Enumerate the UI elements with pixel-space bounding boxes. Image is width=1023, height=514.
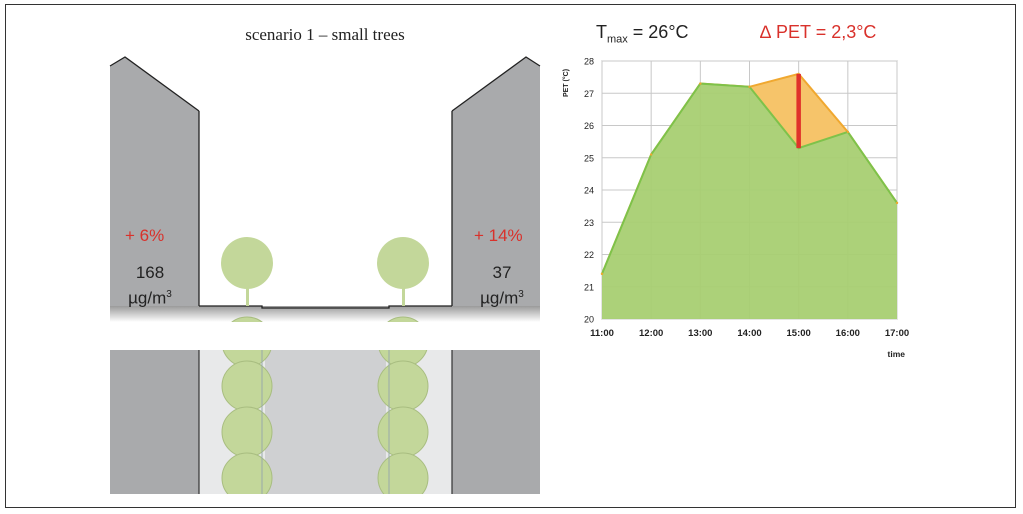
plan-left-building: [110, 350, 199, 494]
left-change-percent: + 6%: [125, 226, 165, 245]
ground-shadow: [110, 306, 540, 322]
y-tick-label: 27: [584, 89, 594, 99]
series-2-point: [748, 85, 751, 88]
plan-roadway: [265, 350, 386, 494]
x-tick-label: 13:00: [688, 328, 712, 339]
y-tick-label: 25: [584, 153, 594, 163]
left-concentration-value: 168: [135, 263, 165, 282]
x-axis-label: time: [888, 349, 906, 359]
series-2-point: [846, 130, 850, 134]
tree-right: [377, 237, 429, 306]
y-tick-label: 24: [584, 186, 594, 196]
x-tick-label: 15:00: [787, 328, 811, 339]
tmax-label: Tmax = 26°C: [596, 22, 689, 46]
y-tick-label: 21: [584, 282, 594, 292]
series-2-point: [895, 201, 899, 205]
y-tick-label: 22: [584, 250, 594, 260]
y-tick-label: 20: [584, 315, 594, 325]
series-2-point: [649, 153, 653, 156]
street-section-illustration: [109, 56, 541, 504]
x-tick-label: 11:00: [590, 328, 614, 339]
right-change-percent: + 14%: [474, 226, 523, 245]
right-concentration-unit: µg/m3: [480, 288, 524, 308]
series-1-area: [602, 83, 897, 319]
left-building: [110, 57, 199, 306]
x-tick-label: 14:00: [737, 328, 761, 339]
pet-chart: 20 21 22 23 24 25 26 27 28 11:00 12:00 13:00 14:00 15…: [562, 57, 909, 360]
right-building: [452, 57, 540, 306]
y-axis-label: PET (°C): [562, 69, 570, 97]
y-tick-label: 23: [584, 218, 594, 228]
plan-right-building: [452, 350, 540, 494]
left-concentration: 168 µg/m3: [106, 262, 194, 310]
y-tick-label: 28: [584, 57, 594, 67]
x-tick-label: 17:00: [885, 328, 909, 339]
y-tick-label: 26: [584, 121, 594, 131]
left-concentration-unit: µg/m3: [128, 288, 172, 308]
right-concentration-value: 37: [492, 263, 512, 282]
series-2-point: [699, 82, 702, 85]
scenario-title: scenario 1 – small trees: [245, 25, 405, 44]
tree-left: [221, 237, 273, 306]
delta-pet-label: ∆ PET = 2,3°C: [760, 22, 877, 42]
x-tick-label: 12:00: [639, 328, 663, 339]
right-concentration: 37 µg/m3: [460, 262, 544, 310]
x-tick-label: 16:00: [836, 328, 860, 339]
figure-frame: [5, 4, 1016, 508]
series-2-area: [602, 73, 897, 274]
series-2-point: [600, 272, 604, 276]
